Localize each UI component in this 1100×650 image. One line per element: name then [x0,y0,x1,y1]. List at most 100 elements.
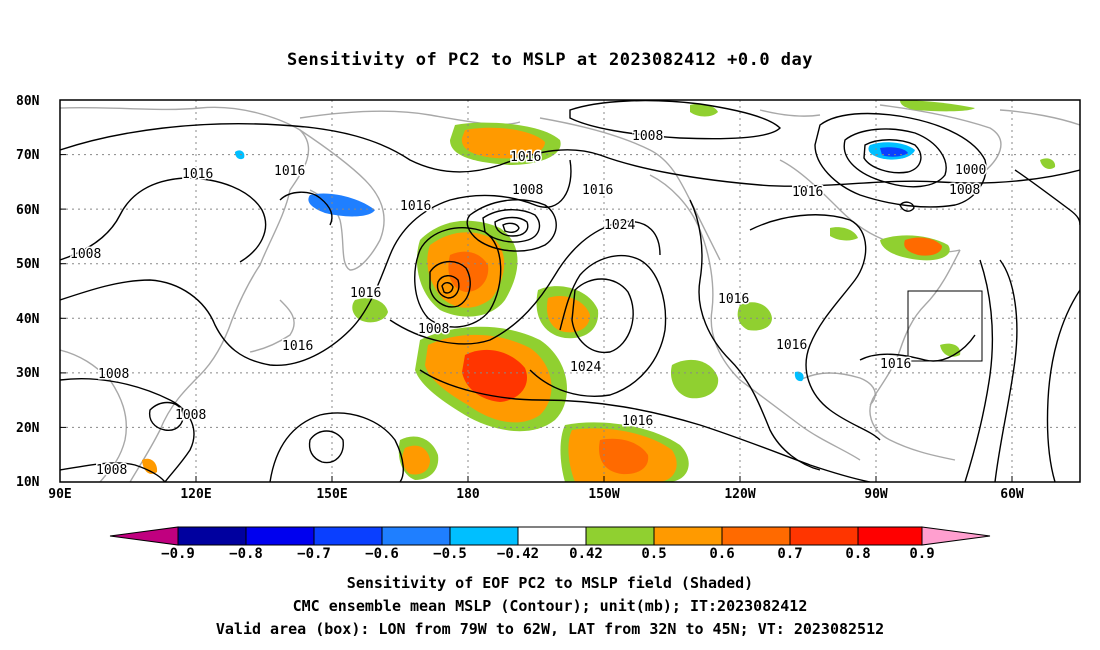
lat-label: 60N [16,203,40,218]
shade-orange [402,445,430,475]
lat-label: 40N [16,312,40,327]
shade-light-blue [235,150,245,160]
contour-line [441,282,454,294]
colorbar-swatch [585,526,655,546]
colorbar-label: 0.6 [709,546,734,562]
caption-contour: CMC ensemble mean MSLP (Contour); unit(m… [292,597,808,615]
coastline-arctic-russia [299,110,521,126]
colorbar-swatch [381,526,451,546]
coastline-east-asia [60,106,310,482]
contour-label: 1000 [955,163,986,178]
colorbar-swatch [721,526,791,546]
lon-label: 180 [456,487,480,502]
colorbar-swatch [857,526,923,546]
contour-label: 1016 [510,150,541,165]
coastline-greenland [879,104,1002,176]
contour-label: 1016 [622,414,653,429]
shade-light-blue [308,193,375,217]
colorbar-label: 0.7 [777,546,802,562]
contour-line [749,214,881,441]
lon-label: 90W [864,487,888,502]
contour-label: 1008 [512,183,543,198]
coastline-kamchatka [299,129,385,271]
colorbar-swatch [313,526,383,546]
colorbar-label: −0.42 [497,546,539,562]
shade-light-blue [794,371,804,382]
colorbar-swatch [245,526,315,546]
contour-line [994,259,1018,482]
contour-line [859,334,976,362]
shade-orange [142,458,158,474]
colorbar-label: 0.8 [845,546,870,562]
grid-lines [60,100,1080,482]
shade-green [830,227,858,241]
mslp-contours [60,100,1080,482]
shade-green [900,100,975,112]
contour-line [843,128,947,188]
contour-line [60,177,267,263]
shade-red [462,349,528,402]
shade-orange [461,127,545,159]
contour-label: 1016 [792,185,823,200]
contour-line [429,261,471,308]
contour-line [414,227,502,328]
colorbar-swatch [789,526,859,546]
contour-label: 1016 [274,164,305,179]
lat-label: 70N [16,148,40,163]
shade-green [737,302,772,331]
shade-red [599,438,649,475]
lon-label: 60W [1000,487,1024,502]
contour-line [148,401,184,431]
contour-line [60,378,195,482]
coastline-arctic-islands [759,109,1080,126]
contour-label: 1008 [418,322,449,337]
contour-line [1014,169,1080,226]
colorbar-swatch [449,526,519,546]
contour-label: 1008 [949,183,980,198]
map-frame [59,99,1081,483]
contour-line [964,259,994,482]
colorbar-label: 0.5 [641,546,666,562]
contour-line [389,220,661,345]
lat-label: 20N [16,421,40,436]
contour-line [899,201,915,212]
contour-line [419,369,871,482]
lon-label: 150W [588,487,619,502]
lon-label: 120E [180,487,211,502]
colorbar-low-cap [109,526,179,546]
contour-line [529,254,667,397]
lon-label: 150E [316,487,347,502]
contour-line [863,139,922,174]
lon-label: 120W [724,487,755,502]
contour-line [494,216,529,237]
chart-title: Sensitivity of PC2 to MSLP at 2023082412… [286,50,813,70]
contour-line [308,430,344,464]
colorbar-swatch [177,526,247,546]
colorbar-swatch [517,526,587,546]
coastline-japan [249,299,295,353]
colorbar-label: 0.9 [909,546,934,562]
contour-label: 1008 [98,367,129,382]
contour-line [269,412,404,482]
lat-labels: 80N 70N 60N 50N 40N 30N 20N 10N [16,94,40,490]
colorbar-label: −0.5 [433,546,467,562]
colorbar-label: −0.8 [229,546,263,562]
lat-label: 50N [16,257,40,272]
colorbar-label: −0.7 [297,546,331,562]
shade-green [1040,158,1056,169]
colorbar-swatch [653,526,723,546]
colorbar [109,526,991,546]
colorbar-labels: −0.9 −0.8 −0.7 −0.6 −0.5 −0.42 0.42 0.5 … [161,546,935,562]
contour-line [466,199,557,252]
shade-green [940,343,961,357]
contour-line [482,209,541,243]
colorbar-label: −0.9 [161,546,195,562]
tick-marks [60,99,1013,483]
contour-label: 1016 [776,338,807,353]
contour-label: 1008 [632,129,663,144]
lon-labels: 90E 120E 150E 180 150W 120W 90W 60W [48,487,1024,502]
shade-orange [904,237,942,256]
sensitivity-shading [142,100,1056,482]
lat-label: 30N [16,366,40,381]
